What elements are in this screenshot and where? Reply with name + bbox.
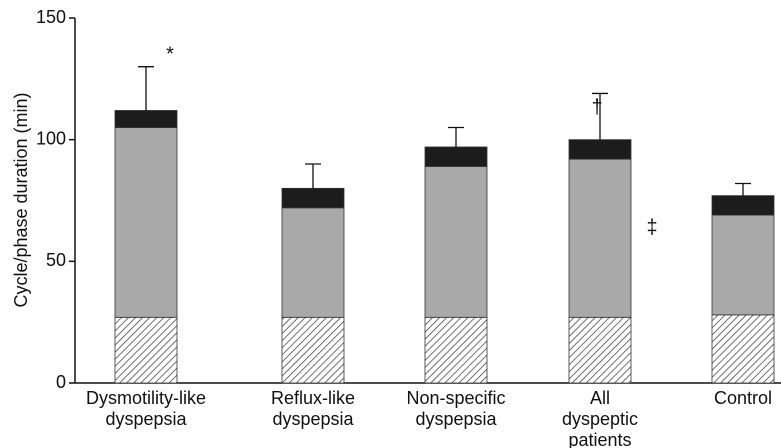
bar-segment (114, 127, 178, 318)
y-tick-label: 0 (56, 372, 66, 392)
bar-segment (711, 195, 775, 216)
bar-segment (424, 316, 488, 384)
error-bar (592, 92, 608, 140)
annotation: ‡ (646, 216, 657, 238)
bar-segment (711, 214, 775, 316)
bar-segment (114, 110, 178, 128)
x-tick-label: dyspepsia (105, 409, 187, 429)
x-tick-label: dyspepsia (415, 409, 497, 429)
error-bar (448, 126, 464, 147)
annotation: † (591, 96, 602, 118)
bar-segment (711, 314, 775, 384)
x-tick-label: dyspepsia (272, 409, 354, 429)
bar-segment (568, 316, 632, 384)
error-bar (138, 66, 154, 111)
y-tick-label: 150 (36, 7, 66, 27)
y-axis-label: Cycle/phase duration (min) (11, 92, 31, 307)
x-tick-label: Non-specific (406, 388, 505, 408)
y-tick-label: 50 (46, 250, 66, 270)
bar-segment (424, 146, 488, 167)
y-tick-label: 100 (36, 128, 66, 148)
x-tick-label: Reflux-like (271, 388, 355, 408)
x-tick-label: Control (714, 388, 772, 408)
error-bar (305, 163, 321, 189)
x-tick-label: patients (568, 430, 631, 448)
bar-segment (424, 166, 488, 318)
bar-segment (568, 139, 632, 160)
bar-segment (281, 316, 345, 384)
bar-segment (281, 207, 345, 318)
bar-segment (568, 158, 632, 318)
x-tick-label: dyspeptic (562, 409, 638, 429)
bar-segment (114, 316, 178, 384)
error-bar (735, 182, 751, 196)
x-tick-label: Dysmotility-like (86, 388, 206, 408)
bar-segment (281, 187, 345, 209)
annotation: * (166, 43, 174, 65)
x-tick-label: All (590, 388, 610, 408)
